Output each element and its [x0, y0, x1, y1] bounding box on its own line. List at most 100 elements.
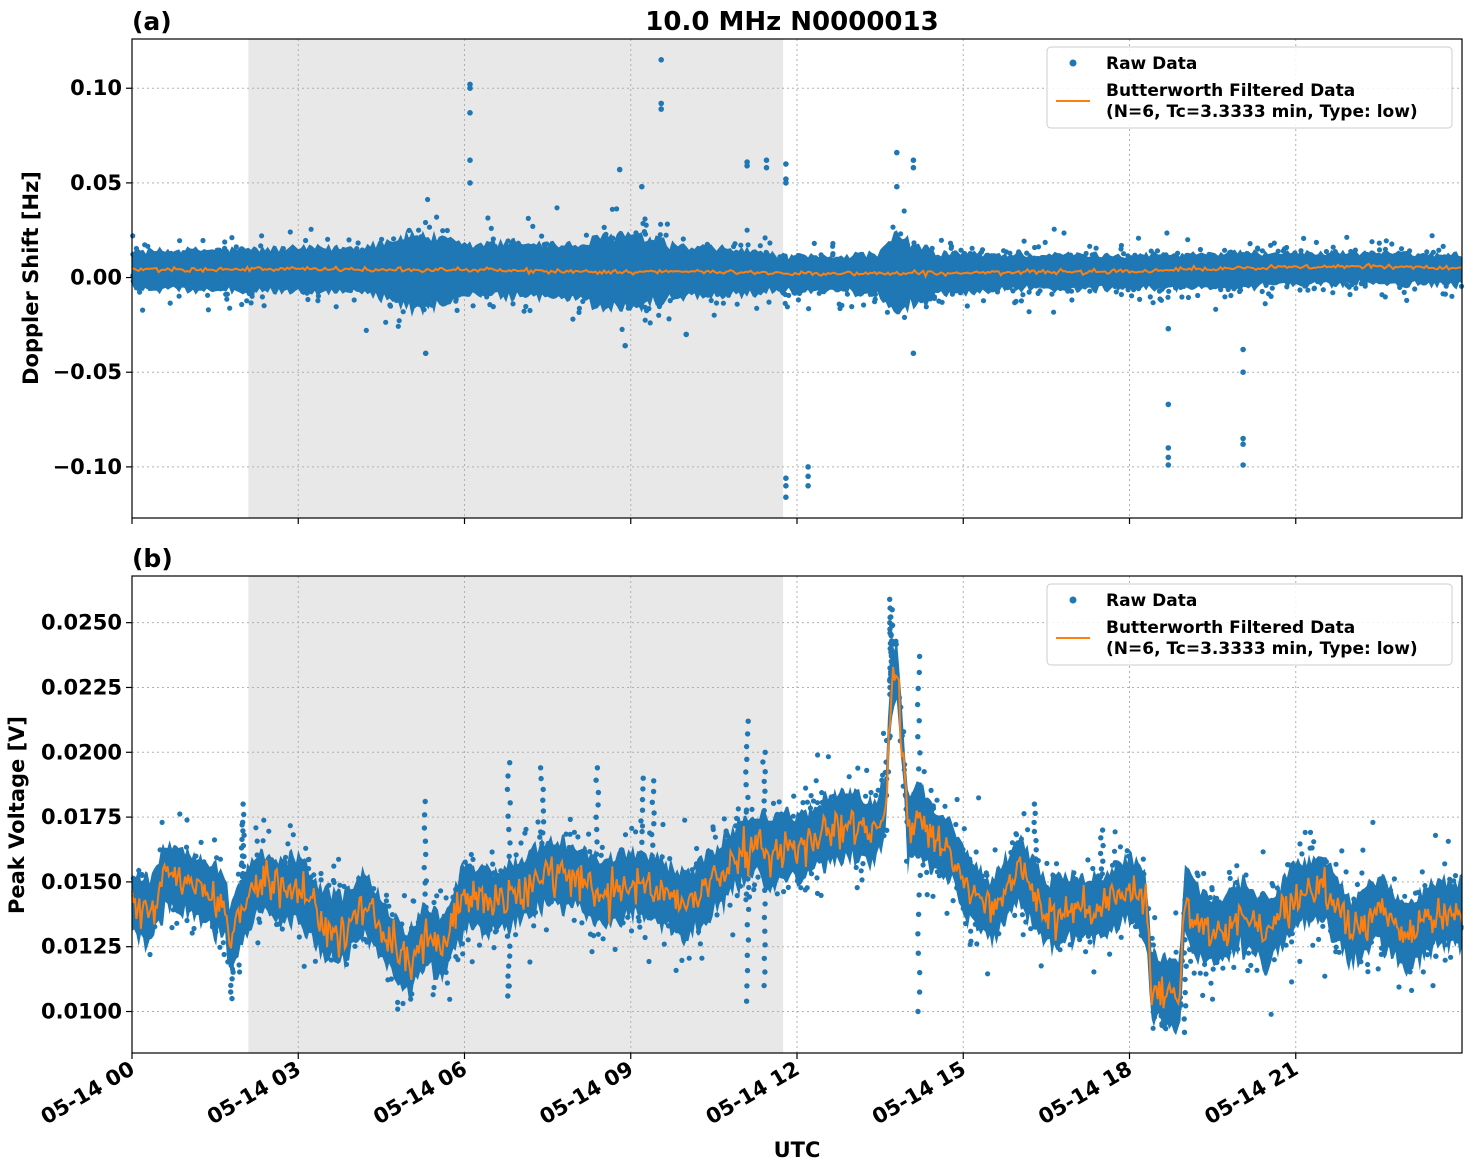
- raw-point: [477, 288, 483, 294]
- raw-point: [899, 278, 906, 284]
- raw-point: [514, 272, 520, 278]
- raw-point: [267, 869, 273, 875]
- raw-point: [590, 264, 596, 270]
- raw-outlier-point: [894, 149, 900, 156]
- raw-point: [236, 962, 242, 968]
- raw-point: [431, 899, 437, 906]
- raw-point: [451, 293, 457, 299]
- raw-point: [807, 805, 814, 811]
- raw-outlier-point: [1165, 462, 1172, 468]
- raw-point: [1301, 235, 1307, 241]
- raw-point: [430, 992, 436, 998]
- raw-point: [1432, 274, 1438, 280]
- raw-point: [280, 246, 286, 252]
- raw-point: [1402, 893, 1408, 899]
- raw-point: [1397, 284, 1403, 290]
- raw-point: [776, 799, 782, 805]
- raw-point: [287, 823, 293, 829]
- raw-point: [791, 793, 797, 799]
- raw-point: [1112, 279, 1118, 285]
- raw-point: [317, 246, 323, 252]
- raw-point: [814, 875, 820, 881]
- raw-outlier-point: [1181, 1029, 1188, 1036]
- raw-outlier-point: [762, 928, 768, 934]
- raw-point: [735, 806, 741, 812]
- raw-point: [490, 304, 496, 310]
- raw-point: [1205, 949, 1211, 955]
- raw-point: [1018, 836, 1024, 842]
- raw-point: [973, 849, 979, 855]
- raw-point: [1129, 919, 1135, 925]
- raw-point: [1412, 916, 1418, 922]
- raw-point: [1093, 245, 1099, 251]
- raw-point: [1260, 899, 1267, 905]
- raw-point: [1127, 279, 1133, 285]
- raw-point: [1233, 879, 1240, 886]
- raw-point: [1216, 283, 1222, 289]
- raw-point: [381, 951, 387, 958]
- raw-point: [1235, 256, 1241, 262]
- raw-point: [353, 931, 359, 937]
- raw-outlier-point: [1240, 346, 1246, 353]
- raw-point: [322, 905, 328, 911]
- raw-point: [1185, 930, 1191, 937]
- raw-point: [724, 832, 730, 838]
- raw-point: [1376, 240, 1382, 246]
- raw-point: [1289, 931, 1295, 937]
- raw-point: [902, 249, 909, 255]
- raw-point: [866, 265, 873, 271]
- raw-point: [911, 791, 917, 797]
- raw-point: [1429, 233, 1435, 239]
- raw-point: [573, 278, 579, 284]
- raw-point: [1171, 253, 1177, 259]
- raw-point: [878, 264, 884, 271]
- raw-point: [1140, 916, 1146, 922]
- raw-point: [904, 275, 910, 281]
- raw-point: [576, 309, 582, 315]
- raw-point: [1041, 923, 1047, 930]
- raw-point: [1260, 916, 1266, 922]
- raw-point: [292, 903, 298, 909]
- y-tick-label: 0.0250: [41, 611, 122, 635]
- raw-point: [213, 929, 219, 935]
- raw-point: [1003, 875, 1010, 881]
- raw-point: [601, 920, 607, 926]
- raw-point: [922, 835, 928, 841]
- raw-outlier-point: [616, 166, 623, 173]
- raw-point: [1433, 953, 1439, 959]
- panel-label-b: (b): [132, 544, 173, 573]
- raw-point: [487, 926, 493, 933]
- raw-outlier-point: [640, 786, 646, 792]
- raw-point: [196, 892, 202, 898]
- raw-point: [1436, 926, 1442, 932]
- raw-point: [1326, 913, 1333, 919]
- raw-point: [406, 227, 412, 233]
- raw-point: [1369, 239, 1375, 245]
- raw-point: [337, 882, 343, 888]
- raw-point: [719, 889, 725, 895]
- raw-point: [1148, 248, 1154, 254]
- raw-point: [1013, 832, 1020, 838]
- raw-point: [490, 240, 496, 246]
- raw-point: [261, 272, 267, 278]
- raw-outlier-point: [639, 861, 645, 867]
- raw-outlier-point: [683, 331, 689, 338]
- raw-point: [1243, 872, 1249, 878]
- raw-point: [554, 253, 560, 259]
- raw-point: [1249, 280, 1255, 287]
- raw-point: [1455, 935, 1461, 941]
- raw-point: [515, 240, 521, 246]
- raw-point: [320, 282, 326, 288]
- raw-point: [637, 924, 643, 930]
- raw-point: [642, 304, 648, 310]
- raw-point: [474, 252, 480, 258]
- raw-point: [881, 833, 887, 839]
- raw-point: [1022, 886, 1028, 892]
- raw-point: [672, 277, 678, 283]
- raw-point: [1129, 293, 1135, 299]
- raw-point: [713, 881, 719, 887]
- raw-point: [1010, 259, 1016, 265]
- raw-point: [929, 245, 935, 251]
- raw-point: [1162, 1024, 1168, 1030]
- raw-point: [949, 291, 956, 297]
